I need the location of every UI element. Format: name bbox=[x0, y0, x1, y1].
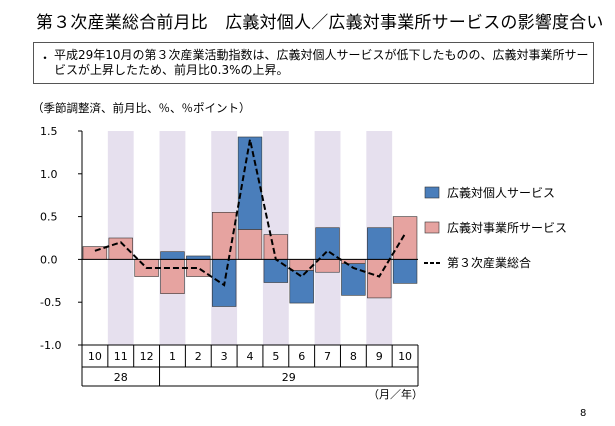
summary-note-box: ・ 平成29年10月の第３次産業活動指数は、広義対個人サービスが低下したものの、… bbox=[33, 42, 594, 84]
business-services-bar bbox=[315, 259, 340, 273]
business-services-bar bbox=[186, 259, 211, 277]
chart-units-label: （季節調整済、前月比、％、％ポイント） bbox=[32, 101, 251, 115]
x-tick-label: 9 bbox=[376, 350, 383, 363]
y-tick-label: 0.5 bbox=[40, 211, 58, 224]
summary-note-text: 平成29年10月の第３次産業活動指数は、広義対個人サービスが低下したものの、広義… bbox=[54, 48, 589, 77]
personal-services-bar bbox=[263, 259, 289, 283]
x-tick-label: 10 bbox=[398, 350, 412, 363]
x-tick-label: 3 bbox=[221, 350, 228, 363]
personal-services-bar bbox=[289, 270, 314, 304]
legend-personal-swatch bbox=[424, 186, 440, 199]
business-services-bar bbox=[108, 237, 133, 260]
personal-services-bar bbox=[237, 136, 263, 230]
x-tick-label: 7 bbox=[324, 350, 331, 363]
business-services-bar bbox=[211, 212, 237, 260]
y-tick-label: 0.0 bbox=[40, 253, 58, 266]
legend-total-label: 第３次産業総合 bbox=[447, 255, 531, 270]
personal-services-bar bbox=[160, 251, 185, 260]
x-tick-label: 8 bbox=[350, 350, 357, 363]
x-tick-label: 2 bbox=[195, 350, 202, 363]
personal-services-bar bbox=[367, 227, 392, 260]
axis-unit-label: （月／年） bbox=[368, 387, 423, 401]
y-tick-label: -1.0 bbox=[40, 339, 61, 352]
business-services-bar bbox=[82, 246, 108, 260]
business-services-bar bbox=[160, 259, 185, 294]
business-services-bar bbox=[392, 216, 418, 260]
y-tick-label: -0.5 bbox=[40, 296, 61, 309]
personal-services-bar bbox=[315, 227, 340, 260]
page-number: 8 bbox=[580, 408, 587, 419]
total-line bbox=[94, 139, 406, 287]
x-tick-label: 1 bbox=[169, 350, 176, 363]
business-services-bar bbox=[367, 259, 392, 299]
x-tick-label: 11 bbox=[114, 350, 128, 363]
personal-services-bar bbox=[186, 255, 211, 260]
x-tick-label: 10 bbox=[88, 350, 102, 363]
shaded-column bbox=[159, 131, 186, 345]
personal-services-bar bbox=[392, 259, 418, 284]
page-title: 第３次産業総合前月比 広義対個人／広義対事業所サービスの影響度合い bbox=[36, 13, 604, 33]
x-tick-label: 5 bbox=[272, 350, 279, 363]
y-tick-label: 1.5 bbox=[40, 125, 58, 138]
legend-business-swatch bbox=[424, 221, 440, 234]
y-tick-label: 1.0 bbox=[40, 168, 58, 181]
legend-personal-label: 広義対個人サービス bbox=[447, 185, 555, 200]
business-services-bar bbox=[237, 229, 263, 260]
x-tick-label: 4 bbox=[247, 350, 254, 363]
year-label: 28 bbox=[114, 371, 128, 384]
x-tick-label: 6 bbox=[298, 350, 305, 363]
year-label: 29 bbox=[282, 371, 296, 384]
personal-services-bar bbox=[341, 263, 366, 296]
x-tick-label: 12 bbox=[140, 350, 154, 363]
legend-business-label: 広義対事業所サービス bbox=[447, 220, 567, 235]
business-services-bar bbox=[263, 234, 289, 260]
note-bullet: ・ bbox=[39, 51, 52, 65]
